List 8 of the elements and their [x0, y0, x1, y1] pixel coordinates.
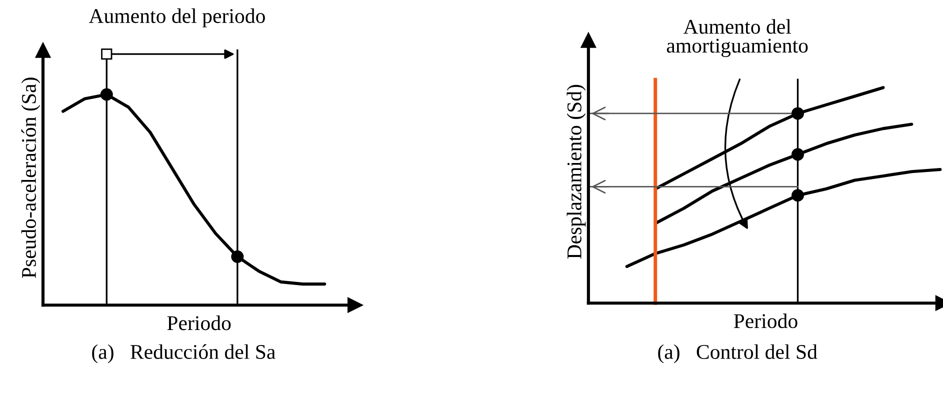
text: (a) Control del Sd	[658, 344, 818, 364]
y-axis-title: Pseudo-aceleración (Sa)	[21, 78, 40, 278]
text: Aumento del amortiguamiento	[666, 19, 808, 58]
x-axis-title: Periodo	[734, 314, 798, 328]
text: Aumento del periodo	[88, 8, 265, 28]
text: (a) Reducción del Sa	[92, 344, 276, 364]
x-axis-title: Periodo	[167, 316, 231, 330]
y-axis-title: Desplazamiento (Sd)	[566, 84, 586, 259]
